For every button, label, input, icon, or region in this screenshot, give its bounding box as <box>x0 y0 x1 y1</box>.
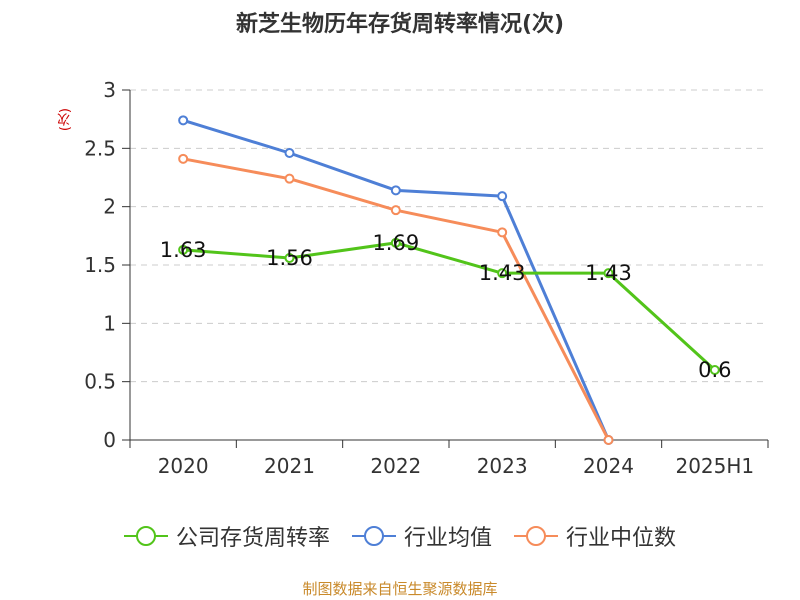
y-tick-label: 1.5 <box>84 253 116 277</box>
series-line-0 <box>183 241 716 372</box>
x-tick-label: 2021 <box>264 454 315 478</box>
x-tick-label: 2025H1 <box>675 454 754 478</box>
legend: 公司存货周转率 行业均值 行业中位数 <box>0 520 800 552</box>
legend-label-company: 公司存货周转率 <box>175 526 330 551</box>
data-label: 1.43 <box>585 261 632 285</box>
y-tick-label: 0.5 <box>84 370 116 394</box>
data-point <box>497 191 508 202</box>
legend-swatch-industry-median <box>514 526 558 546</box>
data-point <box>390 185 401 196</box>
data-label: 0.6 <box>698 358 731 382</box>
x-tick-label: 2022 <box>370 454 421 478</box>
data-label: 1.43 <box>479 261 526 285</box>
legend-item-industry-median[interactable]: 行业中位数 <box>514 520 676 552</box>
data-point <box>497 227 508 238</box>
data-point <box>284 173 295 184</box>
y-tick-label: 0 <box>103 428 116 452</box>
y-tick-label: 2.5 <box>84 136 116 160</box>
data-point <box>497 268 508 279</box>
x-tick-label: 2024 <box>583 454 634 478</box>
data-point <box>178 244 189 255</box>
data-point <box>603 268 614 279</box>
series-line-1 <box>182 118 610 441</box>
data-point <box>284 148 295 158</box>
data-point <box>390 237 401 248</box>
data-point <box>390 205 401 216</box>
data-label: 1.63 <box>160 238 207 262</box>
legend-swatch-industry-mean <box>351 526 396 546</box>
x-tick-label: 2023 <box>477 454 528 478</box>
x-tick-label: 2020 <box>158 454 209 478</box>
legend-item-industry-mean[interactable]: 行业均值 <box>351 520 492 552</box>
data-point <box>178 153 189 164</box>
y-tick-label: 1 <box>103 311 116 335</box>
legend-label-industry-mean: 行业均值 <box>403 526 492 551</box>
legend-label-industry-median: 行业中位数 <box>566 526 677 551</box>
y-tick-label: 2 <box>103 195 116 219</box>
data-point <box>178 115 189 126</box>
data-point <box>284 253 295 263</box>
source-note: 制图数据来自恒生聚源数据库 <box>302 580 498 598</box>
data-label: 1.56 <box>266 246 313 270</box>
data-point <box>709 365 720 375</box>
data-point <box>603 435 614 445</box>
series-line-2 <box>182 157 610 441</box>
legend-item-company[interactable]: 公司存货周转率 <box>123 520 330 552</box>
data-label: 1.69 <box>372 231 419 255</box>
y-tick-label: 3 <box>103 78 116 102</box>
chart-title: 新芝生物历年存货周转率情况(次) <box>235 12 565 37</box>
legend-swatch-company <box>123 526 168 546</box>
